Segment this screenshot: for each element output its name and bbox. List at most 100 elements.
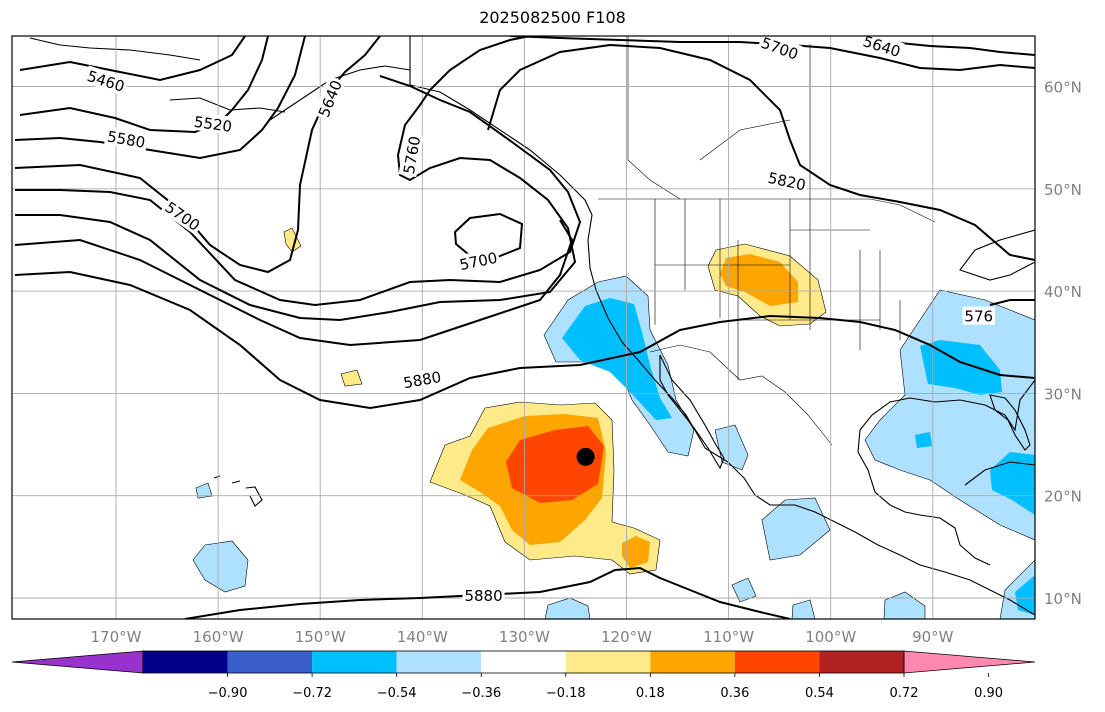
colorbar-tick-label: 0.18 (636, 686, 665, 701)
contour-5700-loop (453, 212, 524, 260)
colorbar-tick-label: −0.36 (461, 686, 501, 701)
contour-5700-west (15, 75, 582, 307)
us-mexico-border (649, 344, 833, 446)
contour-label-group: 5580 (104, 126, 149, 152)
contour-label-bg (757, 32, 803, 64)
contour-5640-west (14, 36, 381, 274)
contour-label-group: 5700 (455, 247, 501, 275)
contour-label-group: 5880 (462, 585, 505, 605)
latitude-label: 10°N (1044, 590, 1082, 608)
contour-label: 5820 (766, 169, 807, 195)
contour-label: 5880 (464, 587, 502, 605)
negative-anomaly-mexico-2 (761, 497, 831, 561)
contour-label: 5520 (193, 113, 233, 136)
negative-anomaly-gulf-core (920, 340, 1002, 395)
colorbar-labels: −0.90 −0.72 −0.54 −0.36 −0.18 0.18 0.36 0.54 0.7… (208, 673, 1003, 701)
bering-coast (29, 37, 201, 61)
us-canada-border (598, 198, 936, 223)
gridlines (12, 36, 1035, 619)
longitude-label: 160°W (193, 628, 244, 646)
alaska-coast (269, 65, 411, 121)
latitude-label: 20°N (1044, 488, 1082, 506)
negative-anomaly-small-4 (731, 577, 757, 603)
florida-coast (989, 394, 1031, 451)
contour-label-bg (191, 111, 236, 136)
positive-anomaly-small-2 (340, 369, 363, 387)
longitude-label: 110°W (703, 628, 754, 646)
latitude-label: 60°N (1044, 79, 1082, 97)
colorbar-outline (142, 650, 905, 674)
colorbar-segment (650, 651, 735, 673)
contour-label: 5760 (400, 135, 424, 176)
colorbar-tick-label: −0.90 (208, 686, 248, 701)
contour-5880-south (184, 566, 791, 619)
contour-5640-northeast (889, 41, 1035, 56)
longitude-labels: 170°W 160°W 150°W 140°W 130°W 120°W 110°W 100°W… (91, 628, 954, 646)
contour-label-bg (455, 247, 501, 274)
contour-label: 5880 (402, 368, 443, 392)
contour-label-bg (160, 196, 206, 236)
contour-label-bg (462, 585, 505, 604)
contour-label-group: 5760 (398, 132, 424, 178)
contour-label-bg (399, 366, 445, 392)
negative-anomaly-gulf-core-3 (915, 432, 932, 448)
north-america-west-coast (409, 36, 1035, 616)
latitude-label: 50°N (1044, 181, 1082, 199)
negative-anomaly-gulf (864, 289, 1035, 541)
longitude-label: 130°W (499, 628, 550, 646)
colorbar-segment (227, 651, 313, 673)
longitude-label: 100°W (805, 628, 856, 646)
contour-label-group: 5700 (757, 32, 803, 64)
contour-label-bg (398, 132, 424, 178)
colorbar-tick-label: −0.54 (377, 686, 417, 701)
positive-anomaly-small-core (622, 536, 650, 568)
latitude-label: 40°N (1044, 283, 1082, 301)
contour-label: 5580 (106, 128, 147, 152)
contour-label-group: 5700 (160, 196, 206, 236)
contour-label: 576 (964, 308, 993, 326)
contour-label-group: 5880 (399, 366, 445, 392)
contour-5820 (14, 43, 1035, 347)
longitude-label: 90°W (912, 628, 954, 646)
negative-anomaly-gulf-core-2 (990, 452, 1035, 515)
contour-label-bg (859, 30, 905, 61)
contour-label-bg (962, 306, 995, 325)
colorbar-segment (143, 651, 228, 673)
negative-anomaly-small-1 (192, 540, 249, 593)
contour-label: 5700 (759, 34, 801, 64)
contour-576-east (989, 299, 1035, 306)
contour-label: 5640 (315, 78, 346, 120)
contour-label-bg (313, 75, 346, 122)
colorbar-tick-label: −0.18 (546, 686, 586, 701)
station-marker (576, 447, 595, 466)
longitude-label: 150°W (295, 628, 346, 646)
colorbar-tick-label: 0.72 (890, 686, 919, 701)
contour-label: 5700 (458, 249, 499, 275)
hudson-bay-coast (959, 229, 1035, 281)
colorbar (11, 650, 1036, 674)
contour-label-bg (764, 167, 810, 194)
canadian-province-lines (627, 36, 811, 200)
anomaly-shading (192, 227, 1035, 619)
cuba-coast (964, 461, 1035, 486)
longitude-label: 170°W (91, 628, 142, 646)
negative-anomaly-small-5 (791, 599, 816, 619)
borders (409, 36, 936, 446)
state-lines (654, 199, 901, 380)
contour-label-bg (104, 126, 149, 152)
latitude-label: 30°N (1044, 385, 1082, 403)
colorbar-tick-label: 0.90 (974, 686, 1003, 701)
colorbar-segment (819, 651, 904, 673)
contour-label-group: 576 (962, 306, 995, 326)
colorbar-extend-low (11, 650, 144, 674)
negative-anomaly-small-8 (1015, 575, 1035, 615)
colorbar-tick-label: −0.72 (292, 686, 332, 701)
colorbar-tick-label: 0.54 (805, 686, 834, 701)
positive-anomaly-small-1 (283, 227, 302, 253)
colorbar-segment (312, 651, 397, 673)
negative-anomaly-mexico-1 (714, 424, 749, 471)
aleutian-coast (169, 97, 286, 113)
colorbar-segment (734, 651, 820, 673)
contour-5580 (14, 36, 306, 160)
